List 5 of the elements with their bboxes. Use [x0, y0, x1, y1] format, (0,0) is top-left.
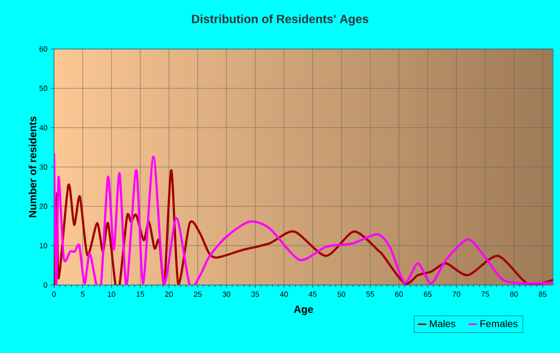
x-axis-title: Age — [294, 306, 314, 316]
legend-label: Males — [430, 320, 456, 328]
chart-title: Distribution of Residents' Ages — [192, 14, 368, 26]
legend-label: Females — [480, 320, 518, 328]
y-axis-title: Number of residents — [28, 116, 36, 218]
